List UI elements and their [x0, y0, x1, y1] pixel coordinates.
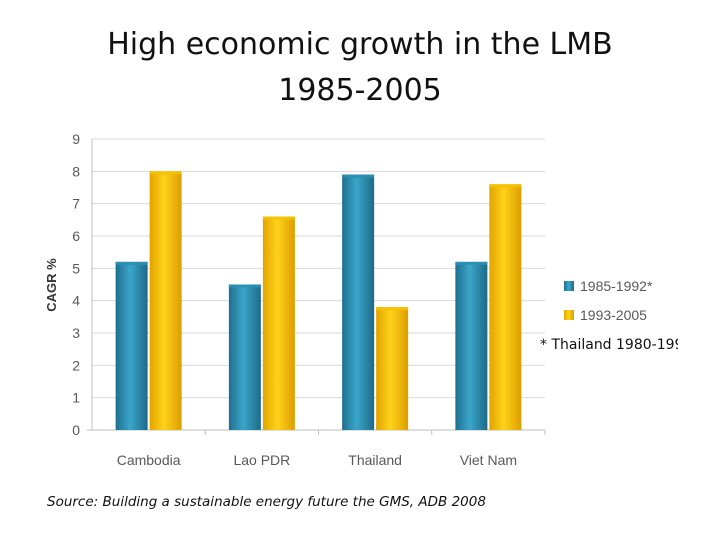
bar-top-highlight: [262, 216, 295, 220]
y-tick-label: 8: [72, 163, 80, 179]
y-tick-label: 5: [72, 260, 80, 276]
bar-top-highlight: [342, 174, 375, 178]
source-note: Source: Building a sustainable energy fu…: [47, 494, 486, 510]
bar-top-highlight: [115, 261, 148, 265]
footnote-text: * Thailand 1980-1992: [540, 337, 678, 353]
legend-swatch-series-2: [564, 310, 574, 320]
bar-top-highlight: [455, 261, 488, 265]
x-tick-label: Lao PDR: [233, 452, 290, 468]
bar-cambodia-series-2: [149, 171, 182, 431]
slide-title: High economic growth in the LMB 1985-200…: [0, 22, 720, 114]
bar-top-highlight: [149, 171, 182, 175]
bar-top-highlight: [376, 307, 409, 311]
x-tick-label: Thailand: [348, 452, 402, 468]
footnote: * Thailand 1980-1992: [540, 337, 678, 357]
bar-viet-nam-series-1: [455, 261, 488, 430]
y-tick-label: 6: [72, 228, 80, 244]
title-line-1: High economic growth in the LMB: [107, 27, 613, 62]
bar-thailand-series-1: [342, 174, 375, 430]
bar-lao-pdr-series-1: [228, 284, 261, 430]
bar-cambodia-series-1: [115, 261, 148, 430]
bars: [115, 171, 522, 431]
x-tick-label: Cambodia: [117, 452, 181, 468]
y-tick-label: 4: [72, 293, 80, 309]
y-tick-label: 2: [72, 357, 80, 373]
bar-top-highlight: [489, 184, 522, 188]
bar-lao-pdr-series-2: [262, 216, 295, 430]
legend: 1985-1992* 1993-2005: [564, 278, 653, 323]
y-axis-label: CAGR %: [44, 258, 59, 312]
bar-viet-nam-series-2: [489, 184, 522, 430]
y-tick-label: 1: [72, 390, 80, 406]
bar-top-highlight: [228, 284, 261, 288]
tick-labels: 0 1 2 3 4 5 6 7 8 9 Cambodia Lao PDR Thailand Viet Na…: [72, 131, 517, 468]
x-tick-label: Viet Nam: [460, 452, 517, 468]
y-tick-label: 9: [72, 131, 80, 147]
y-tick-label: 0: [72, 422, 80, 438]
y-tick-label: 3: [72, 325, 80, 341]
bar-thailand-series-2: [376, 307, 409, 430]
legend-label-series-1: 1985-1992*: [580, 278, 653, 294]
legend-swatch-series-1: [564, 281, 574, 291]
title-line-2: 1985-2005: [278, 73, 442, 108]
y-tick-label: 7: [72, 196, 80, 212]
legend-label-series-2: 1993-2005: [580, 307, 647, 323]
